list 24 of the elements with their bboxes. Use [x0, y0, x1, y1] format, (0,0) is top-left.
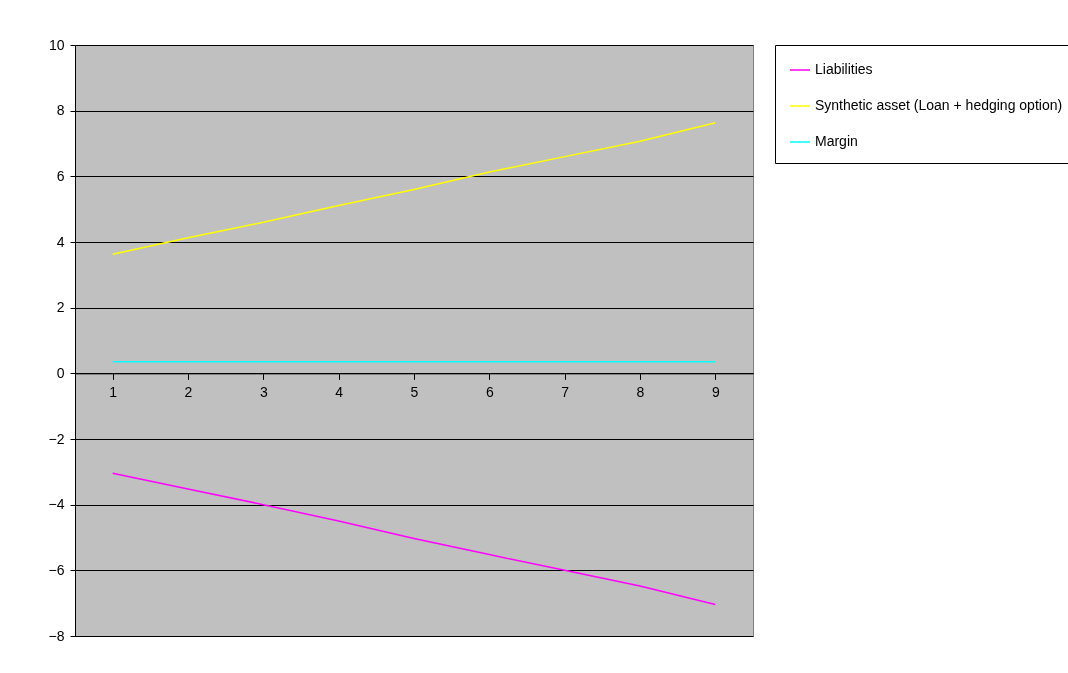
y-tick-label: −8 [48, 627, 65, 644]
y-tick-label: 4 [56, 233, 65, 250]
line-series [111, 122, 717, 255]
x-tick-label: 9 [711, 383, 720, 400]
x-tick-label: 6 [485, 383, 494, 400]
legend-label: Synthetic asset (Loan + hedging option) [815, 97, 1063, 113]
y-tick-label: 8 [56, 102, 65, 119]
x-tick-label: 8 [636, 383, 645, 400]
x-tick-label: 7 [561, 383, 570, 400]
y-tick-label: 0 [56, 364, 65, 381]
y-tick-label: 6 [56, 167, 65, 184]
x-tick-label: 5 [410, 383, 419, 400]
y-tick-label: 2 [56, 299, 65, 316]
line-series [111, 472, 717, 606]
y-tick-label: −6 [48, 561, 65, 578]
y-tick-label: 10 [48, 36, 65, 53]
y-tick-label: −4 [48, 496, 65, 513]
legend-label: Liabilities [815, 61, 873, 77]
x-tick-label: 2 [184, 383, 193, 400]
x-tick-label: 4 [335, 383, 344, 400]
x-tick-label: 1 [109, 383, 118, 400]
legend-label: Margin [815, 133, 858, 149]
y-tick-label: −2 [48, 430, 65, 447]
x-tick-label: 3 [259, 383, 268, 400]
